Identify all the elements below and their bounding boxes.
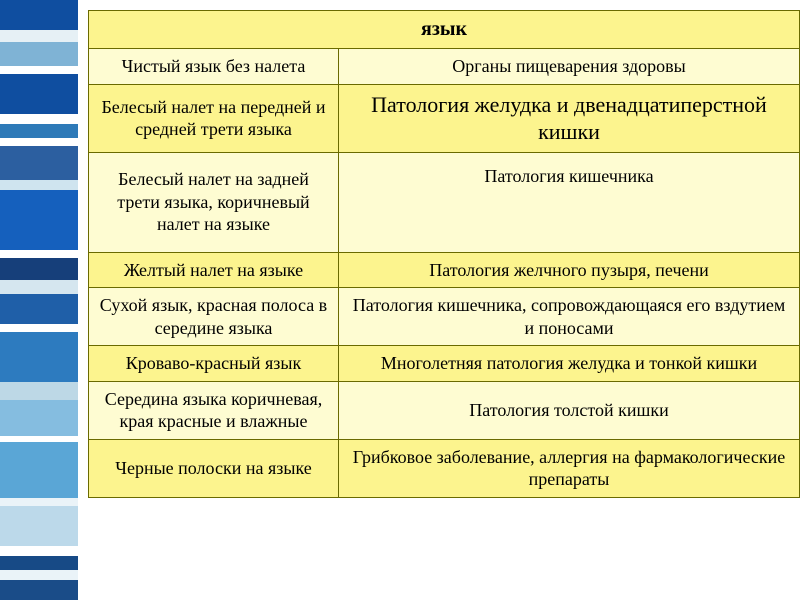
diagnosis-cell: Патология толстой кишки — [339, 381, 800, 439]
decorative-stripe — [0, 42, 78, 66]
decorative-stripe — [0, 146, 78, 180]
slide-content: язык Чистый язык без налетаОрганы пищева… — [78, 0, 800, 600]
table-row: Кроваво-красный языкМноголетняя патологи… — [89, 346, 800, 382]
table-row: Белесый налет на передней и средней трет… — [89, 84, 800, 152]
decorative-stripe — [0, 570, 78, 580]
decorative-stripe — [0, 258, 78, 280]
sign-cell: Середина языка коричневая, края красные … — [89, 381, 339, 439]
decorative-stripe — [0, 180, 78, 190]
decorative-stripe — [0, 66, 78, 74]
decorative-stripe — [0, 382, 78, 400]
decorative-stripe — [0, 546, 78, 556]
decorative-stripe — [0, 124, 78, 138]
decorative-stripe — [0, 114, 78, 124]
decorative-stripe — [0, 580, 78, 600]
table-row: Черные полоски на языкеГрибковое заболев… — [89, 439, 800, 497]
diagnosis-cell: Органы пищеварения здоровы — [339, 49, 800, 85]
decorative-stripe — [0, 0, 78, 30]
decorative-stripe — [0, 74, 78, 114]
table-row: Середина языка коричневая, края красные … — [89, 381, 800, 439]
decorative-stripe — [0, 498, 78, 506]
sign-cell: Белесый налет на задней трети языка, кор… — [89, 152, 339, 252]
sign-cell: Желтый налет на языке — [89, 252, 339, 288]
diagnosis-cell: Грибковое заболевание, аллергия на фарма… — [339, 439, 800, 497]
decorative-stripe — [0, 190, 78, 250]
decorative-stripe — [0, 332, 78, 382]
decorative-stripe — [0, 294, 78, 324]
table-row: Сухой язык, красная полоса в середине яз… — [89, 288, 800, 346]
decorative-stripe — [0, 324, 78, 332]
table-row: Чистый язык без налетаОрганы пищеварения… — [89, 49, 800, 85]
diagnosis-cell: Многолетняя патология желудка и тонкой к… — [339, 346, 800, 382]
table-header: язык — [89, 11, 800, 49]
decorative-stripe — [0, 506, 78, 546]
decorative-stripe — [0, 138, 78, 146]
diagnosis-cell: Патология кишечника, сопровождающаяся ег… — [339, 288, 800, 346]
sign-cell: Кроваво-красный язык — [89, 346, 339, 382]
decorative-sidebar — [0, 0, 78, 600]
sign-cell: Черные полоски на языке — [89, 439, 339, 497]
table-row: Белесый налет на задней трети языка, кор… — [89, 152, 800, 252]
decorative-stripe — [0, 442, 78, 498]
sign-cell: Чистый язык без налета — [89, 49, 339, 85]
tongue-diagnosis-table: язык Чистый язык без налетаОрганы пищева… — [88, 10, 800, 498]
diagnosis-cell: Патология желудка и двенадцатиперстной к… — [339, 84, 800, 152]
diagnosis-cell: Патология желчного пузыря, печени — [339, 252, 800, 288]
decorative-stripe — [0, 400, 78, 436]
sign-cell: Белесый налет на передней и средней трет… — [89, 84, 339, 152]
decorative-stripe — [0, 556, 78, 570]
decorative-stripe — [0, 280, 78, 294]
sign-cell: Сухой язык, красная полоса в середине яз… — [89, 288, 339, 346]
diagnosis-cell: Патология кишечника — [339, 152, 800, 252]
table-row: Желтый налет на языкеПатология желчного … — [89, 252, 800, 288]
decorative-stripe — [0, 250, 78, 258]
decorative-stripe — [0, 30, 78, 42]
